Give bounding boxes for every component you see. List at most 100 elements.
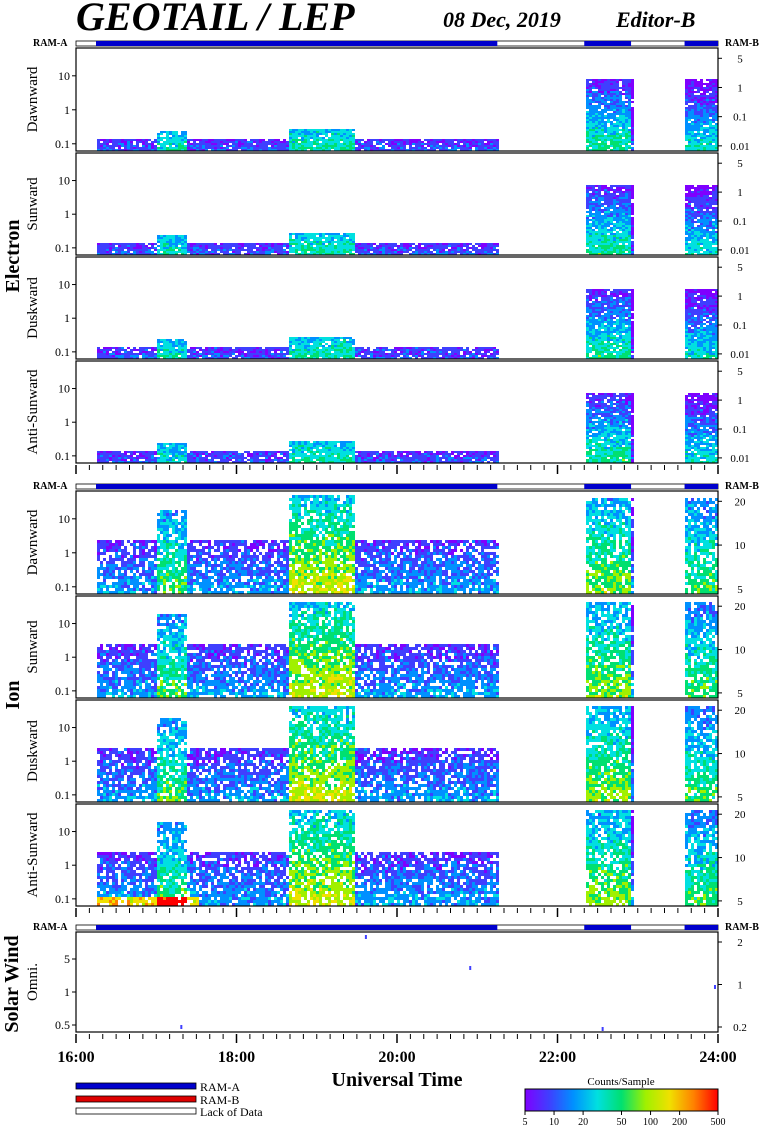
spectrogram-cell xyxy=(694,107,697,109)
spectrogram-cell xyxy=(316,243,319,245)
spectrogram-cell xyxy=(289,133,292,135)
spectrogram-cell xyxy=(352,245,355,247)
spectrogram-cell xyxy=(604,307,607,309)
spectrogram-cell xyxy=(712,103,715,105)
spectrogram-cell xyxy=(319,355,322,357)
spectrogram-cell xyxy=(622,355,625,357)
spectrogram-cell xyxy=(586,291,589,293)
spectrogram-cell xyxy=(316,349,319,351)
spectrogram-cell xyxy=(145,353,148,355)
spectrogram-cell xyxy=(220,353,223,355)
spectrogram-cell xyxy=(589,99,592,101)
spectrogram-cell xyxy=(301,243,304,245)
spectrogram-cell xyxy=(388,249,391,251)
spectrogram-cell xyxy=(112,353,115,355)
spectrogram-cell xyxy=(346,349,349,351)
spectrogram-cell xyxy=(400,141,403,143)
spectrogram-cell xyxy=(619,147,622,149)
spectrogram-cell xyxy=(319,345,322,347)
spectrogram-cell xyxy=(586,85,589,87)
spectrogram-cell xyxy=(280,349,283,351)
spectrogram-cell xyxy=(625,107,628,109)
spectrogram-cell xyxy=(328,139,331,141)
spectrogram-cell xyxy=(694,201,697,203)
spectrogram-cell xyxy=(304,247,307,249)
spectrogram-cell xyxy=(700,101,703,103)
spectrogram-cell xyxy=(346,131,349,133)
spectrogram-cell xyxy=(157,133,160,135)
spectrogram-cell xyxy=(220,355,223,357)
spectrogram-cell xyxy=(703,91,706,93)
spectrogram-cell xyxy=(481,355,484,357)
spectrogram-cell xyxy=(127,353,130,355)
spectrogram-cell xyxy=(622,115,625,117)
spectrogram-cell xyxy=(226,139,229,141)
spectrogram-cell xyxy=(100,349,103,351)
spectrogram-cell xyxy=(361,357,364,359)
spectrogram-cell xyxy=(151,251,154,253)
spectrogram-cell xyxy=(595,289,598,291)
spectrogram-cell xyxy=(631,149,634,151)
spectrogram-cell xyxy=(478,357,481,359)
spectrogram-cell xyxy=(199,247,202,249)
spectrogram-cell xyxy=(619,139,622,141)
spectrogram-cell xyxy=(709,241,712,243)
spectrogram-cell xyxy=(613,89,616,91)
spectrogram-cell xyxy=(685,301,688,303)
spectrogram-cell xyxy=(688,131,691,133)
spectrogram-cell xyxy=(613,131,616,133)
spectrogram-cell xyxy=(610,315,613,317)
spectrogram-cell xyxy=(598,97,601,99)
spectrogram-cell xyxy=(403,347,406,349)
spectrogram-cell xyxy=(400,353,403,355)
spectrogram-cell xyxy=(142,251,145,253)
spectrogram-cell xyxy=(268,147,271,149)
spectrogram-cell xyxy=(343,141,346,143)
spectrogram-cell xyxy=(385,357,388,359)
spectrogram-cell xyxy=(274,139,277,141)
spectrogram-cell xyxy=(193,243,196,245)
spectrogram-cell xyxy=(595,199,598,201)
spectrogram-cell xyxy=(610,253,613,255)
spectrogram-cell xyxy=(706,79,709,81)
spectrogram-cell xyxy=(100,353,103,355)
spectrogram-cell xyxy=(619,233,622,235)
spectrogram-cell xyxy=(685,137,688,139)
spectrogram-cell xyxy=(229,353,232,355)
spectrogram-cell xyxy=(412,347,415,349)
spectrogram-cell xyxy=(631,213,634,215)
spectrogram-cell xyxy=(211,149,214,151)
spectrogram-cell xyxy=(607,327,610,329)
spectrogram-cell xyxy=(208,253,211,255)
spectrogram-cell xyxy=(598,329,601,331)
spectrogram-cell xyxy=(367,245,370,247)
spectrogram-cell xyxy=(388,357,391,359)
spectrogram-cell xyxy=(169,355,172,357)
spectrogram-cell xyxy=(340,133,343,135)
spectrogram-cell xyxy=(349,141,352,143)
spectrogram-cell xyxy=(598,89,601,91)
spectrogram-cell xyxy=(238,347,241,349)
spectrogram-cell xyxy=(613,139,616,141)
spectrogram-cell xyxy=(622,315,625,317)
spectrogram-cell xyxy=(493,245,496,247)
spectrogram-cell xyxy=(616,187,619,189)
spectrogram-cell xyxy=(481,357,484,359)
spectrogram-cell xyxy=(232,243,235,245)
spectrogram-cell xyxy=(697,245,700,247)
spectrogram-cell xyxy=(106,143,109,145)
spectrogram-cell xyxy=(607,347,610,349)
spectrogram-cell xyxy=(700,211,703,213)
spectrogram-cell xyxy=(148,145,151,147)
spectrogram-cell xyxy=(619,99,622,101)
spectrogram-cell xyxy=(103,145,106,147)
spectrogram-cell xyxy=(472,145,475,147)
spectrogram-cell xyxy=(469,357,472,359)
spectrogram-cell xyxy=(490,349,493,351)
spectrogram-cell xyxy=(376,351,379,353)
spectrogram-cell xyxy=(619,339,622,341)
spectrogram-cell xyxy=(196,139,199,141)
spectrogram-cell xyxy=(625,239,628,241)
spectrogram-cell xyxy=(610,129,613,131)
spectrogram-cell xyxy=(205,251,208,253)
